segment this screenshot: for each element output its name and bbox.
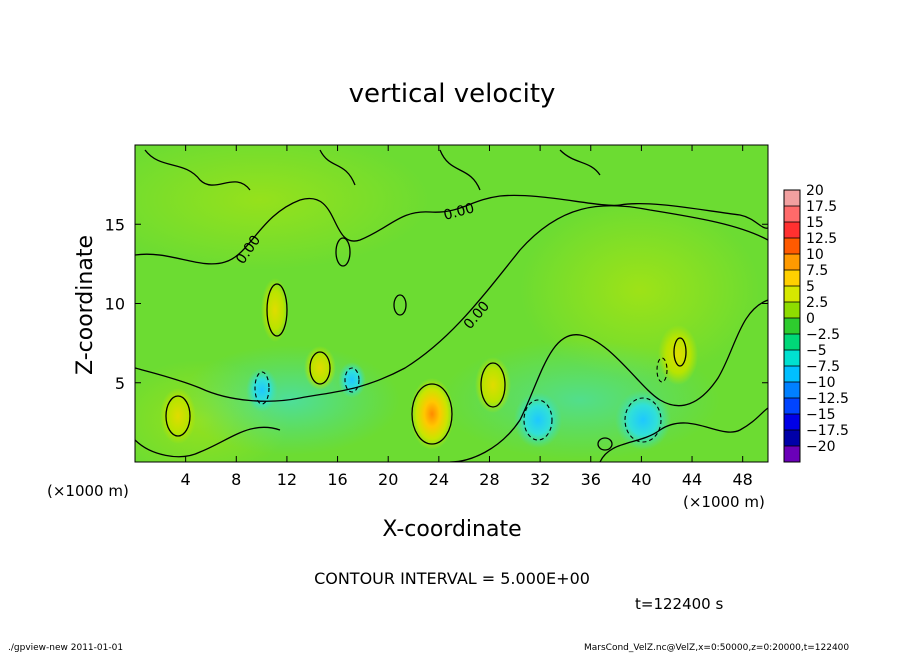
- colorbar-label: −17.5: [806, 423, 849, 439]
- colorbar-label: 20: [806, 183, 824, 199]
- x-tick-label: 48: [733, 470, 753, 489]
- colorbar-label: 0: [806, 311, 815, 327]
- contour-updraft-x28: [480, 362, 506, 408]
- colorbar-swatch: [784, 414, 800, 430]
- footer-program: ./gpview-new 2011-01-01: [8, 643, 123, 653]
- colorbar-swatch: [784, 366, 800, 382]
- x-unit-left: (×1000 m): [47, 482, 129, 500]
- x-axis-label: X-coordinate: [382, 517, 521, 542]
- colorbar-swatch: [784, 446, 800, 462]
- downdraft-x40: [615, 390, 671, 450]
- zero-contours: [135, 149, 768, 462]
- colorbar-swatch: [784, 238, 800, 254]
- y-tick-label: 10: [105, 295, 125, 314]
- contour-updraft-x24: [411, 383, 453, 445]
- colorbar-label: 12.5: [806, 231, 837, 247]
- contour-upper-wiggles: [144, 149, 601, 191]
- colorbar-swatch: [784, 286, 800, 302]
- colorbar-label: 15: [806, 215, 824, 231]
- colorbar-label: −7.5: [806, 359, 840, 375]
- contour-small-2: [393, 294, 407, 316]
- contour-downdraft-x41: [656, 357, 668, 383]
- contour-lower-right: [599, 407, 768, 462]
- colorbar-swatch: [784, 206, 800, 222]
- x-tick-label: 8: [231, 470, 241, 489]
- colorbar-swatch: [784, 382, 800, 398]
- colorbar-label: 17.5: [806, 199, 837, 215]
- colorbar-label: −12.5: [806, 391, 849, 407]
- x-tick-label: 24: [429, 470, 449, 489]
- contour-downdraft-x32: [523, 399, 553, 441]
- colorbar-swatch: [784, 430, 800, 446]
- contour-upper-boundary: [135, 194, 768, 265]
- colorbar-label: −20: [806, 439, 836, 455]
- plot-area: [135, 145, 768, 462]
- colorbar-label: −10: [806, 375, 836, 391]
- downdraft-x16: [338, 362, 366, 398]
- x-tick-label: 16: [327, 470, 347, 489]
- colorbar-label: 10: [806, 247, 824, 263]
- x-tick-label: 4: [181, 470, 191, 489]
- x-tick-label: 40: [631, 470, 651, 489]
- contour-diagonal: [135, 205, 768, 402]
- colorbar-label: 2.5: [806, 295, 828, 311]
- chart-title: vertical velocity: [349, 79, 556, 109]
- colorbar-swatch: [784, 270, 800, 286]
- y-axis-ticks: 5 10 15: [105, 215, 768, 393]
- y-tick-label: 15: [105, 215, 125, 234]
- colorbar-swatch: [784, 350, 800, 366]
- colorbar-swatch: [784, 334, 800, 350]
- colorbar-swatch: [784, 222, 800, 238]
- colorbar: 2017.51512.5107.552.50−2.5−5−7.5−10−12.5…: [783, 183, 849, 463]
- x-tick-label: 36: [581, 470, 601, 489]
- contour-downdraft-x16: [344, 367, 360, 393]
- contour-updraft-x3: [165, 395, 191, 437]
- colorbar-swatch: [784, 398, 800, 414]
- colorbar-swatch: [784, 254, 800, 270]
- contour-right-dome: [449, 299, 768, 462]
- contour-small-1: [335, 237, 351, 267]
- x-tick-label: 28: [479, 470, 499, 489]
- contour-lower-left: [135, 426, 281, 458]
- contour-updraft-x14: [309, 351, 331, 385]
- x-tick-label: 12: [277, 470, 297, 489]
- contour-interval-text: CONTOUR INTERVAL = 5.000E+00: [314, 569, 590, 588]
- colorbar-swatch: [784, 302, 800, 318]
- time-label: t=122400 s: [635, 595, 723, 613]
- colorbar-label: 5: [806, 279, 815, 295]
- x-tick-label: 32: [530, 470, 550, 489]
- colorbar-swatch: [784, 318, 800, 334]
- contour-label-3: 0.00: [442, 200, 476, 224]
- colorbar-label: 7.5: [806, 263, 828, 279]
- colorbar-label: −15: [806, 407, 836, 423]
- y-axis-label: Z-coordinate: [73, 235, 98, 375]
- updraft-x24: [410, 378, 454, 450]
- negative-contours: [254, 357, 668, 443]
- colorbar-swatch: [784, 190, 800, 206]
- contour-downdraft-x10: [254, 371, 270, 405]
- downdraft-x10: [246, 368, 278, 412]
- colorbar-label: −5: [806, 343, 827, 359]
- shade-upper-left: [135, 145, 430, 270]
- updraft-x43: [658, 325, 698, 385]
- x-unit-right: (×1000 m): [683, 493, 765, 511]
- y-tick-label: 5: [115, 374, 125, 393]
- colorbar-label: −2.5: [806, 327, 840, 343]
- x-tick-label: 44: [682, 470, 702, 489]
- contour-updraft-x43: [673, 337, 687, 367]
- updraft-x12-high: [261, 278, 289, 342]
- x-axis-ticks: 4 8 12 16 20 24 28 32 36 40 44 48: [181, 145, 753, 489]
- footer-source: MarsCond_VelZ.nc@VelZ,x=0:50000,z=0:2000…: [584, 643, 849, 653]
- contour-small-3: [597, 437, 613, 451]
- contour-downdraft-x40: [624, 397, 662, 443]
- x-tick-label: 20: [378, 470, 398, 489]
- contour-updraft-x12-high: [266, 283, 288, 337]
